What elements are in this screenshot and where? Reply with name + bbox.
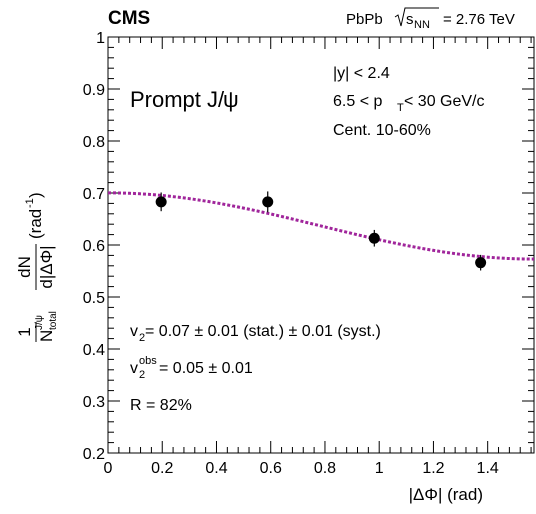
y-tick-label: 0.2: [83, 446, 105, 463]
resolution-label: R = 82%: [130, 397, 192, 414]
v2-result-label: v 2 = 0.07 ± 0.01 (stat.) ± 0.01 (syst.): [130, 323, 381, 344]
x-tick-label: 0: [104, 460, 113, 477]
fit-curve: [107, 191, 535, 261]
x-axis-title: |ΔΦ| (rad): [409, 485, 483, 504]
y-tick-label: 0.9: [83, 82, 105, 99]
svg-text:(rad: (rad: [26, 209, 45, 239]
experiment-label: CMS: [108, 8, 150, 29]
svg-text:6.5 < p: 6.5 < p: [333, 93, 382, 110]
svg-text:2: 2: [139, 369, 145, 381]
x-tick-label: 0.6: [260, 460, 282, 477]
y-axis-title: 1 N J/ψ total dN d|ΔΦ| (rad -1 ): [15, 192, 59, 342]
svg-text:v: v: [130, 360, 138, 377]
y-tick-label: 0.4: [83, 342, 105, 359]
y-tick-label: 0.7: [83, 186, 105, 203]
svg-text:PbPb: PbPb: [346, 11, 383, 28]
svg-text:1: 1: [15, 327, 34, 336]
svg-text:d|ΔΦ|: d|ΔΦ|: [37, 245, 56, 288]
y-tick-label: 1: [96, 30, 105, 47]
x-tick-label: 1.4: [477, 460, 499, 477]
sqrt-symbol: [394, 7, 439, 27]
svg-text:obs: obs: [139, 355, 157, 367]
centrality-label: Cent. 10-60%: [333, 122, 431, 139]
collision-system-label: PbPb s NN = 2.76 TeV: [346, 7, 515, 31]
svg-text:J/ψ: J/ψ: [34, 315, 45, 330]
svg-text:2: 2: [139, 332, 145, 344]
svg-text:= 2.76 TeV: = 2.76 TeV: [443, 11, 515, 28]
svg-text:NN: NN: [414, 19, 430, 31]
svg-text:Prompt J/: Prompt J/: [130, 87, 225, 112]
x-tick-label: 0.2: [151, 460, 173, 477]
data-point: [155, 196, 167, 208]
svg-text:): ): [26, 192, 45, 198]
x-tick-label: 0.8: [314, 460, 336, 477]
data-point: [475, 257, 487, 269]
x-tick-label: 0.4: [205, 460, 227, 477]
svg-text:= 0.05 ± 0.01: = 0.05 ± 0.01: [159, 360, 253, 377]
svg-text:v: v: [130, 323, 138, 340]
v2-observed-label: v 2 obs = 0.05 ± 0.01: [130, 355, 253, 381]
svg-text:-1: -1: [24, 198, 36, 208]
svg-text:N: N: [37, 330, 56, 342]
svg-text:total: total: [48, 311, 59, 330]
y-tick-label: 0.5: [83, 290, 105, 307]
svg-text:s: s: [406, 11, 414, 28]
svg-text:ψ: ψ: [223, 87, 239, 112]
x-tick-label: 1.2: [422, 460, 444, 477]
x-tick-label: 1: [375, 460, 384, 477]
rapidity-cut-label: |y| < 2.4: [333, 65, 390, 82]
y-tick-label: 0.3: [83, 394, 105, 411]
y-axis: 0.2 0.3 0.4 0.5 0.6 0.7 0.8 0.9 1: [83, 30, 534, 463]
svg-text:dN: dN: [15, 256, 34, 278]
pt-cut-label: 6.5 < p T < 30 GeV/c: [333, 93, 485, 114]
x-axis: 0 0.2 0.4 0.6 0.8 1 1.2 1.4: [104, 37, 532, 477]
data-point: [368, 232, 380, 244]
plot-title: Prompt J/ ψ: [130, 87, 239, 112]
y-tick-label: 0.6: [83, 238, 105, 255]
data-point: [262, 196, 274, 208]
svg-text:= 0.07 ± 0.01 (stat.) ± 0.01 (: = 0.07 ± 0.01 (stat.) ± 0.01 (syst.): [145, 323, 381, 340]
data-points: [155, 191, 487, 271]
y-tick-label: 0.8: [83, 134, 105, 151]
svg-text:T: T: [397, 102, 404, 114]
svg-text:< 30 GeV/c: < 30 GeV/c: [404, 93, 485, 110]
